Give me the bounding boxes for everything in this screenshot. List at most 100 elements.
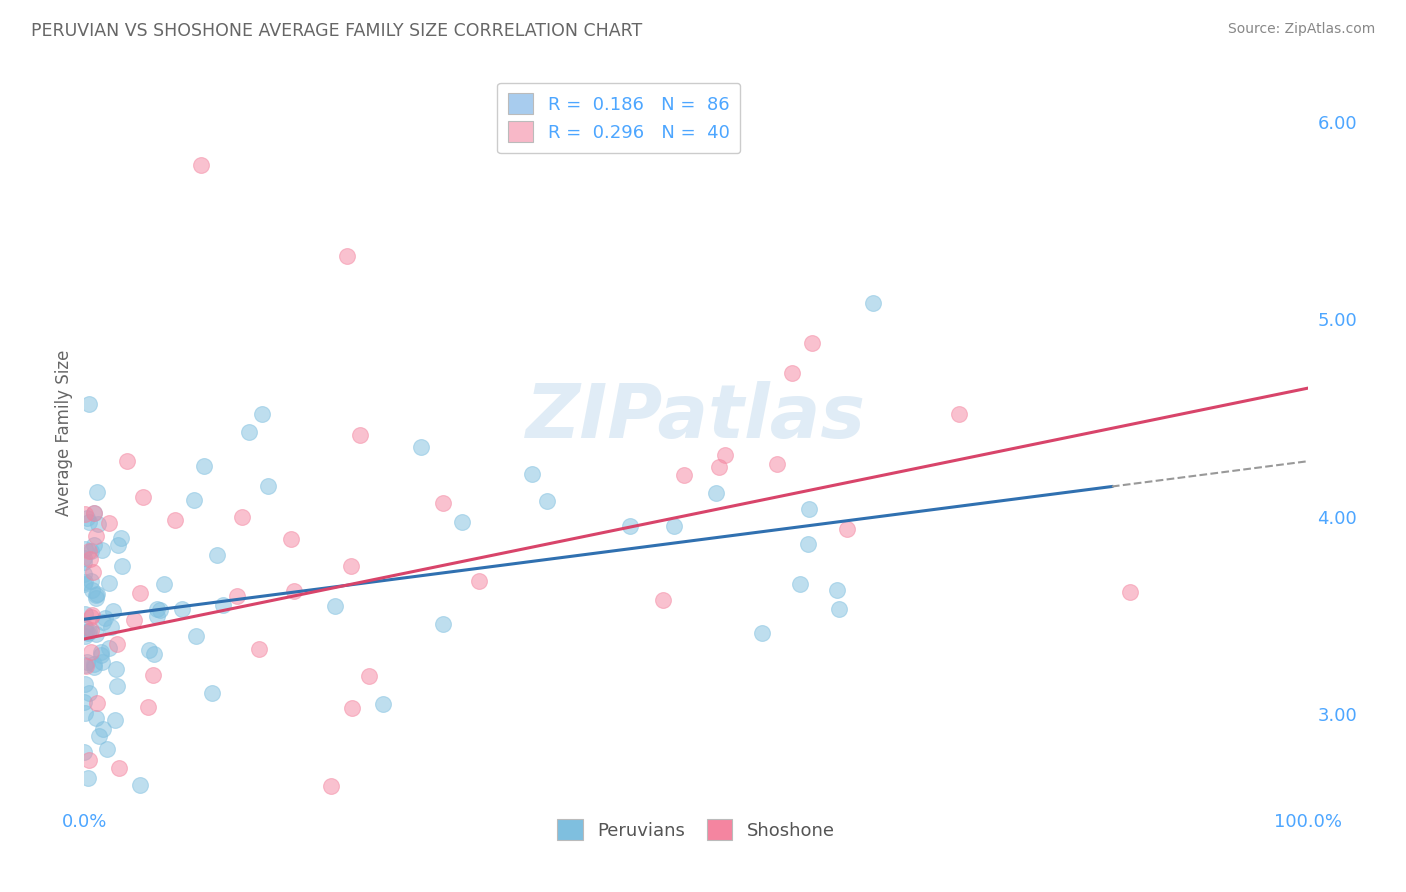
Point: [83, 538, 105, 552]
Point: [146, 602, 169, 616]
Point: [170, 602, 193, 616]
Point: [76, 771, 98, 785]
Point: [323, 599, 346, 614]
Point: [136, 700, 159, 714]
Point: [79, 551, 101, 566]
Point: [98, 640, 121, 655]
Point: [714, 448, 737, 462]
Point: [101, 604, 124, 618]
Point: [83, 507, 105, 521]
Point: [193, 458, 215, 473]
Point: [110, 531, 132, 545]
Point: [782, 367, 804, 381]
Point: [142, 648, 165, 662]
Point: [948, 407, 970, 421]
Point: [212, 599, 235, 613]
Point: [83, 657, 105, 671]
Point: [184, 629, 207, 643]
Point: [652, 593, 675, 607]
Point: [77, 516, 100, 530]
Point: [704, 486, 727, 500]
Point: [96, 741, 118, 756]
Y-axis label: Average Family Size: Average Family Size: [55, 350, 73, 516]
Point: [142, 668, 165, 682]
Point: [73, 566, 96, 581]
Point: [86, 484, 108, 499]
Point: [520, 467, 543, 481]
Point: [149, 603, 172, 617]
Point: [104, 714, 127, 728]
Point: [93, 611, 115, 625]
Point: [83, 660, 105, 674]
Point: [86, 627, 108, 641]
Point: [321, 779, 343, 793]
Point: [451, 516, 474, 530]
Point: [105, 662, 128, 676]
Point: [835, 522, 858, 536]
Point: [108, 761, 131, 775]
Point: [238, 425, 260, 439]
Point: [91, 543, 114, 558]
Point: [73, 745, 96, 759]
Point: [801, 335, 824, 350]
Point: [796, 537, 818, 551]
Point: [672, 468, 695, 483]
Point: [249, 642, 271, 657]
Point: [73, 695, 96, 709]
Point: [84, 591, 107, 606]
Point: [77, 624, 100, 639]
Point: [231, 510, 253, 524]
Point: [152, 577, 174, 591]
Point: [73, 658, 96, 673]
Point: [751, 625, 773, 640]
Point: [80, 543, 103, 558]
Point: [340, 701, 363, 715]
Point: [122, 613, 145, 627]
Point: [84, 587, 107, 601]
Point: [73, 574, 96, 589]
Point: [468, 574, 491, 589]
Point: [80, 574, 103, 589]
Point: [862, 296, 884, 310]
Point: [205, 548, 228, 562]
Point: [1119, 584, 1142, 599]
Point: [73, 620, 96, 634]
Point: [80, 610, 103, 624]
Point: [90, 655, 112, 669]
Point: [75, 607, 97, 622]
Point: [91, 722, 114, 736]
Point: [371, 697, 394, 711]
Point: [73, 706, 96, 720]
Point: [86, 696, 108, 710]
Point: [90, 645, 112, 659]
Point: [190, 158, 212, 172]
Legend: Peruvians, Shoshone: Peruvians, Shoshone: [548, 811, 844, 849]
Point: [80, 582, 103, 597]
Point: [283, 583, 305, 598]
Point: [77, 397, 100, 411]
Point: [128, 586, 150, 600]
Point: [79, 753, 101, 767]
Point: [619, 519, 641, 533]
Point: [409, 441, 432, 455]
Text: PERUVIAN VS SHOSHONE AVERAGE FAMILY SIZE CORRELATION CHART: PERUVIAN VS SHOSHONE AVERAGE FAMILY SIZE…: [31, 22, 643, 40]
Point: [86, 587, 108, 601]
Point: [111, 559, 134, 574]
Point: [76, 625, 98, 640]
Point: [765, 457, 787, 471]
Point: [73, 507, 96, 521]
Point: [86, 517, 108, 532]
Point: [183, 493, 205, 508]
Point: [432, 496, 454, 510]
Point: [84, 529, 107, 543]
Point: [97, 516, 120, 530]
Point: [662, 518, 685, 533]
Point: [250, 407, 273, 421]
Point: [98, 576, 121, 591]
Point: [797, 502, 820, 516]
Point: [75, 625, 97, 640]
Point: [100, 620, 122, 634]
Point: [225, 589, 247, 603]
Point: [73, 542, 96, 557]
Point: [138, 642, 160, 657]
